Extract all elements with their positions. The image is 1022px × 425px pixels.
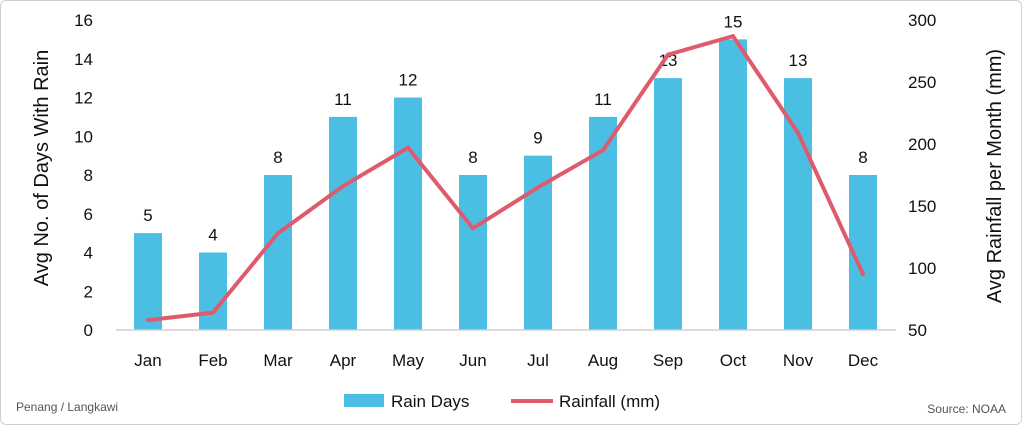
right-tick-label: 200 [908, 135, 936, 154]
left-tick-label: 6 [84, 205, 93, 224]
right-axis-title: Avg Rainfall per Month (mm) [984, 49, 1006, 303]
rainfall-point-dec [861, 272, 865, 277]
bar-data-label: 13 [789, 51, 808, 70]
x-tick-label: May [392, 351, 425, 370]
right-tick-label: 100 [908, 259, 936, 278]
left-tick-label: 4 [84, 244, 93, 263]
left-tick-label: 8 [84, 166, 93, 185]
legend-label-rain-days: Rain Days [391, 392, 469, 411]
x-tick-label: Aug [588, 351, 618, 370]
rainfall-line [147, 34, 865, 323]
bar-data-label: 11 [334, 90, 352, 109]
rainfall-point-mar [276, 231, 280, 236]
bar-data-label: 8 [273, 148, 282, 167]
left-tick-label: 12 [74, 89, 93, 108]
bar-data-label: 5 [143, 206, 152, 225]
footer-source: Source: NOAA [927, 402, 1006, 416]
bar-data-label: 8 [468, 148, 477, 167]
bar-data-label: 4 [208, 226, 217, 245]
bar-sep [654, 78, 682, 330]
left-tick-label: 2 [84, 282, 93, 301]
rainfall-point-feb [211, 310, 215, 315]
x-tick-label: Feb [198, 351, 227, 370]
rainfall-point-jan [146, 318, 150, 323]
bar-mar [264, 175, 292, 330]
bar-data-label: 12 [399, 71, 418, 90]
bar-feb [199, 252, 227, 330]
bar-apr [329, 116, 357, 330]
bar-jun [459, 175, 487, 330]
rainfall-point-jun [471, 226, 475, 231]
x-tick-label: Sep [653, 351, 683, 370]
x-tick-label: Oct [720, 351, 747, 370]
right-tick-label: 50 [908, 321, 927, 340]
left-tick-label: 10 [74, 127, 93, 146]
bar-oct [719, 39, 747, 330]
left-axis-title: Avg No. of Days With Rain [31, 50, 53, 286]
bar-may [394, 97, 422, 330]
bar-data-label: 9 [533, 129, 542, 148]
bar-jul [524, 155, 552, 330]
x-tick-label: Mar [263, 351, 293, 370]
left-tick-label: 14 [74, 50, 93, 69]
rainfall-point-aug [601, 148, 605, 153]
bar-data-label: 15 [724, 12, 743, 31]
left-tick-label: 16 [74, 11, 93, 30]
x-tick-label: Jun [459, 351, 486, 370]
legend: Rain Days Rainfall (mm) [344, 392, 660, 411]
legend-label-rainfall: Rainfall (mm) [559, 392, 660, 411]
x-tick-label: Dec [848, 351, 879, 370]
legend-swatch-rain-days [344, 394, 384, 407]
rainfall-point-sep [666, 52, 670, 57]
right-tick-label: 150 [908, 197, 936, 216]
bar-data-label: 8 [858, 148, 867, 167]
rainfall-point-oct [731, 34, 735, 39]
right-tick-label: 300 [908, 11, 936, 30]
right-tick-label: 250 [908, 73, 936, 92]
bar-data-label: 13 [659, 51, 678, 70]
x-tick-label: Apr [330, 351, 357, 370]
footer-location: Penang / Langkawi [16, 400, 119, 414]
x-tick-label: Nov [783, 351, 814, 370]
bar-data-label: 11 [594, 90, 612, 109]
left-tick-label: 0 [84, 321, 93, 340]
x-tick-label: Jul [527, 351, 549, 370]
rainfall-point-jul [536, 185, 540, 190]
rainfall-point-nov [796, 130, 800, 135]
rainfall-point-apr [341, 184, 345, 189]
bar-jan [134, 233, 162, 330]
x-tick-label: Jan [134, 351, 161, 370]
rainfall-point-may [406, 145, 410, 150]
